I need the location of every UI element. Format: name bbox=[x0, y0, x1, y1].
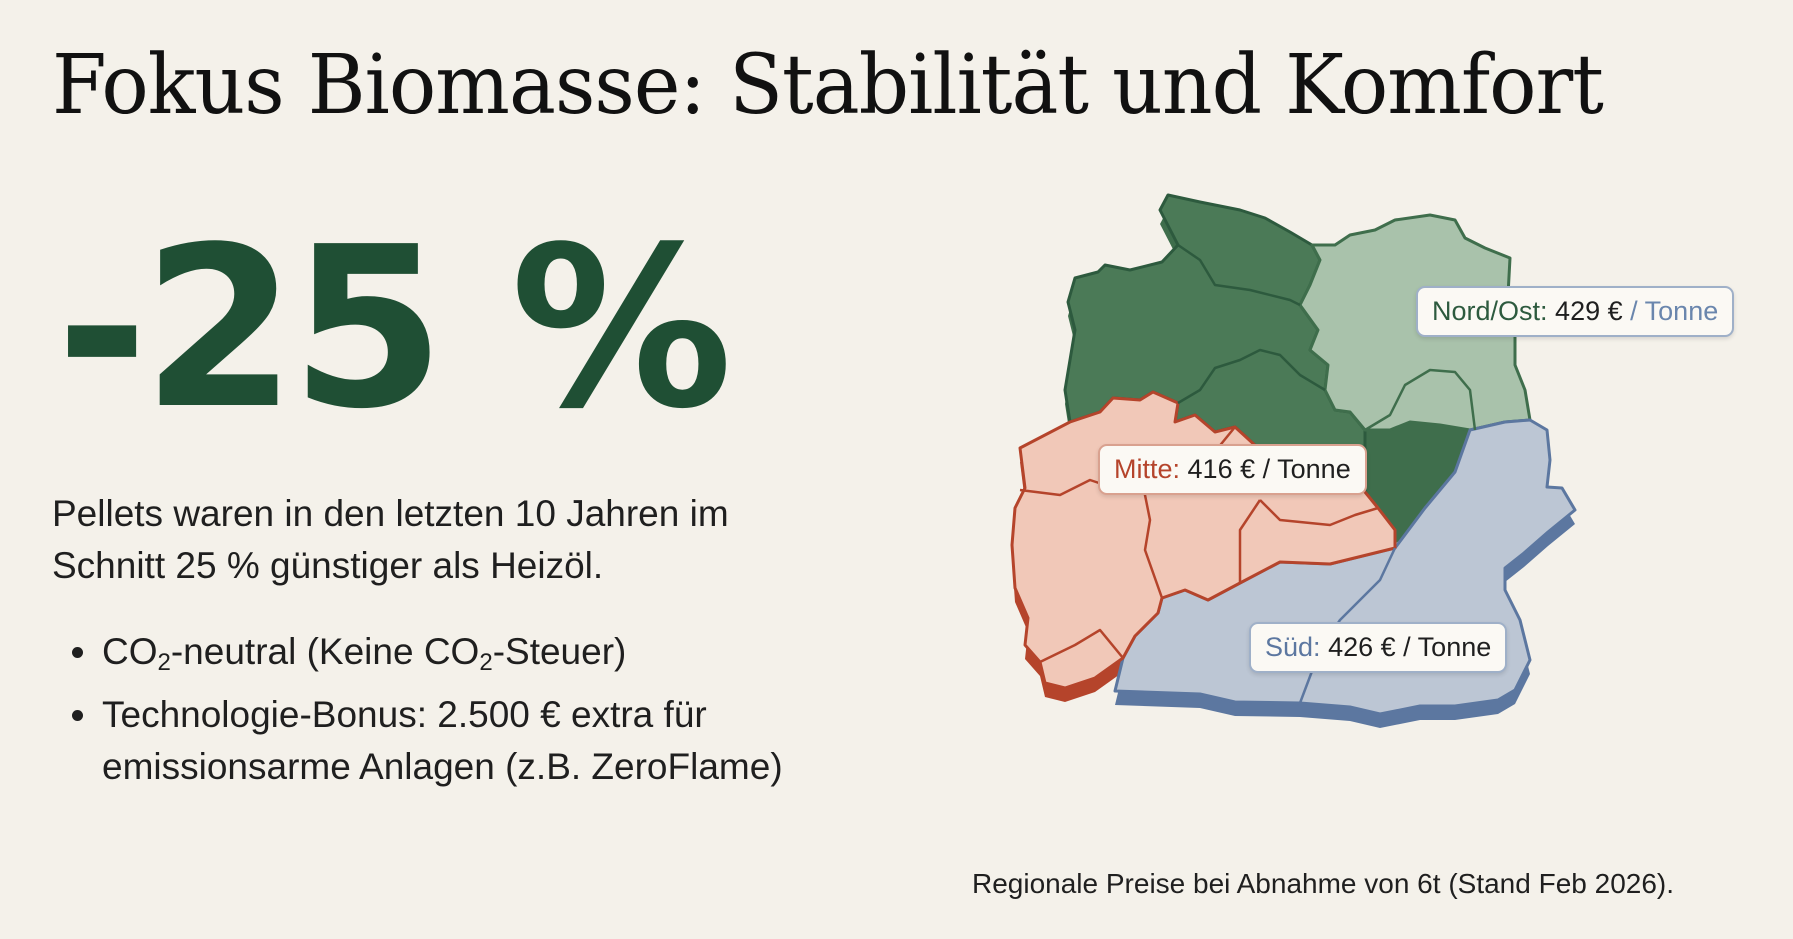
bullet-dot-icon bbox=[72, 647, 83, 658]
price-label-mitte: Mitte: 416 € / Tonne bbox=[1098, 444, 1367, 495]
bullet-dot-icon bbox=[72, 710, 83, 721]
page-title: Fokus Biomasse: Stabilität und Komfort bbox=[52, 38, 1604, 133]
footnote: Regionale Preise bei Abnahme von 6t (Sta… bbox=[972, 868, 1675, 899]
headline-percentage: -25 % bbox=[56, 200, 733, 458]
price-label-sued: Süd: 426 € / Tonne bbox=[1249, 622, 1508, 673]
description-text: Pellets waren in den letzten 10 Jahren i… bbox=[52, 493, 729, 586]
price-label-nord-ost: Nord/Ost: 429 € / Tonne bbox=[1416, 286, 1735, 337]
bullet-technology-bonus: Technologie-Bonus: 2.500 € extra für emi… bbox=[70, 689, 850, 793]
bullet-co2-neutral: CO2-neutral (Keine CO2-Steuer) bbox=[70, 626, 850, 689]
benefit-list: CO2-neutral (Keine CO2-Steuer) Technolog… bbox=[70, 626, 850, 793]
